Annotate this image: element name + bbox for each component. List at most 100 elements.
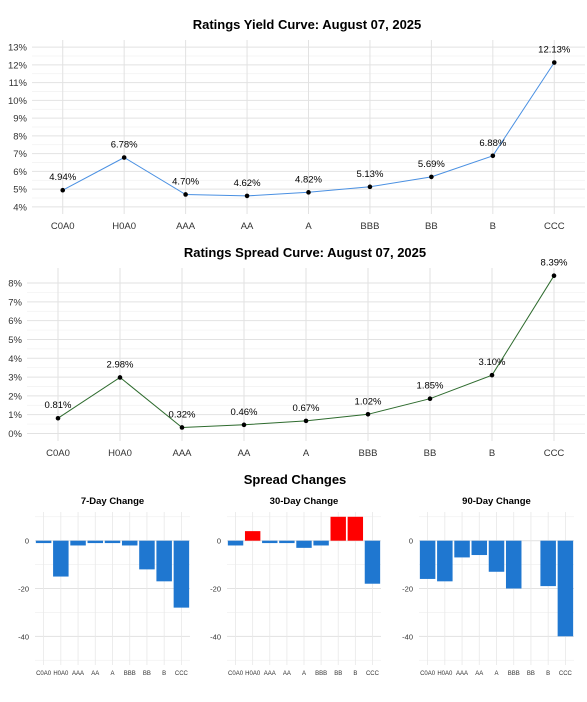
data-label: 4.82%	[295, 174, 322, 185]
data-label: 5.69%	[418, 159, 445, 170]
bar	[156, 540, 172, 582]
x-tick-label: H0A0	[245, 671, 261, 677]
x-tick-label: AA	[238, 448, 251, 459]
bar	[505, 540, 522, 589]
x-tick-label: CCC	[366, 671, 380, 677]
data-point	[241, 422, 247, 428]
x-tick-label: A	[305, 221, 312, 232]
data-point	[179, 425, 185, 430]
y-tick-label: -40	[402, 632, 413, 641]
y-tick-label: 12%	[8, 60, 28, 71]
data-point	[490, 153, 496, 159]
y-tick-label: 7%	[8, 297, 22, 308]
x-tick-label: H0A0	[53, 671, 69, 677]
y-tick-label: -40	[18, 632, 29, 641]
y-tick-label: 2%	[8, 391, 22, 402]
data-point	[121, 155, 127, 160]
data-point	[489, 372, 495, 378]
data-point	[306, 190, 311, 195]
data-point	[551, 60, 557, 65]
data-point	[117, 375, 123, 380]
data-point	[551, 273, 557, 279]
data-label: 1.02%	[355, 396, 382, 407]
panel-title: 90-Day Change	[462, 496, 531, 507]
y-tick-label: 1%	[8, 410, 22, 421]
x-tick-label: B	[490, 221, 496, 232]
x-tick-label: BB	[527, 671, 535, 677]
y-tick-label: 7%	[13, 149, 27, 160]
data-label: 5.13%	[356, 169, 383, 180]
data-label: 0.81%	[45, 400, 72, 411]
bar	[454, 540, 470, 558]
y-tick-label: 11%	[9, 78, 28, 89]
x-tick-label: BBB	[124, 671, 136, 677]
data-point	[427, 396, 433, 401]
y-tick-label: 8%	[13, 131, 27, 142]
x-tick-label: CCC	[544, 448, 565, 459]
y-tick-label: 0	[409, 537, 413, 546]
x-tick-label: AA	[91, 671, 99, 677]
data-label: 0.32%	[169, 409, 196, 420]
bar	[244, 531, 261, 541]
data-label: 4.62%	[234, 178, 261, 189]
x-tick-label: BBB	[508, 671, 520, 677]
data-point	[429, 174, 434, 180]
y-tick-label: 13%	[8, 43, 28, 54]
data-label: 4.94%	[49, 172, 76, 183]
y-tick-label: 9%	[13, 114, 27, 125]
data-label: 12.13%	[538, 45, 571, 56]
x-tick-label: C0A0	[420, 671, 436, 677]
x-tick-label: AAA	[456, 671, 468, 677]
y-tick-label: 5%	[13, 185, 27, 196]
x-tick-label: B	[353, 671, 357, 677]
spread-chart-title: Ratings Spread Curve: August 07, 2025	[184, 245, 426, 260]
x-tick-label: BB	[143, 671, 151, 677]
x-tick-label: C0A0	[46, 448, 70, 459]
spread-changes-title: Spread Changes	[244, 472, 347, 487]
data-label: 3.10%	[479, 357, 506, 368]
bar	[419, 540, 436, 579]
x-tick-label: BBB	[315, 671, 327, 677]
data-point	[55, 415, 61, 421]
bar	[121, 540, 138, 546]
x-tick-label: C0A0	[36, 671, 52, 677]
x-tick-label: H0A0	[112, 221, 136, 232]
data-label: 6.78%	[111, 140, 138, 151]
x-tick-label: C0A0	[51, 221, 75, 232]
y-tick-label: 4%	[8, 354, 22, 365]
bar	[540, 540, 556, 587]
bar	[471, 540, 488, 556]
bar	[330, 516, 346, 541]
yield-chart: 4%5%6%7%8%9%10%11%12%13%C0A0 H0A0 AAA AA A BB…	[8, 40, 585, 232]
bar	[173, 540, 190, 608]
x-tick-label: A	[302, 671, 306, 677]
x-tick-label: H0A0	[437, 671, 453, 677]
data-label: 1.85%	[417, 381, 444, 392]
y-tick-label: 0	[217, 537, 221, 546]
x-tick-label: A	[303, 448, 310, 459]
data-point	[60, 187, 66, 193]
panel-title: 30-Day Change	[270, 496, 339, 507]
x-tick-label: AA	[241, 221, 254, 232]
x-tick-label: B	[489, 448, 495, 459]
data-point	[244, 193, 250, 199]
x-tick-label: AAA	[176, 221, 196, 232]
panel-title: 7-Day Change	[81, 496, 144, 507]
y-tick-label: 0%	[8, 429, 22, 440]
bar	[104, 540, 121, 544]
x-tick-label: A	[494, 671, 498, 677]
bar	[488, 540, 505, 572]
data-label: 0.67%	[293, 403, 320, 414]
bar	[296, 540, 312, 548]
x-tick-label: CCC	[559, 671, 573, 677]
x-tick-label: BB	[334, 671, 342, 677]
y-tick-label: 5%	[8, 335, 22, 346]
x-tick-label: AAA	[264, 671, 276, 677]
x-tick-label: AAA	[172, 448, 192, 459]
bar	[313, 540, 329, 546]
